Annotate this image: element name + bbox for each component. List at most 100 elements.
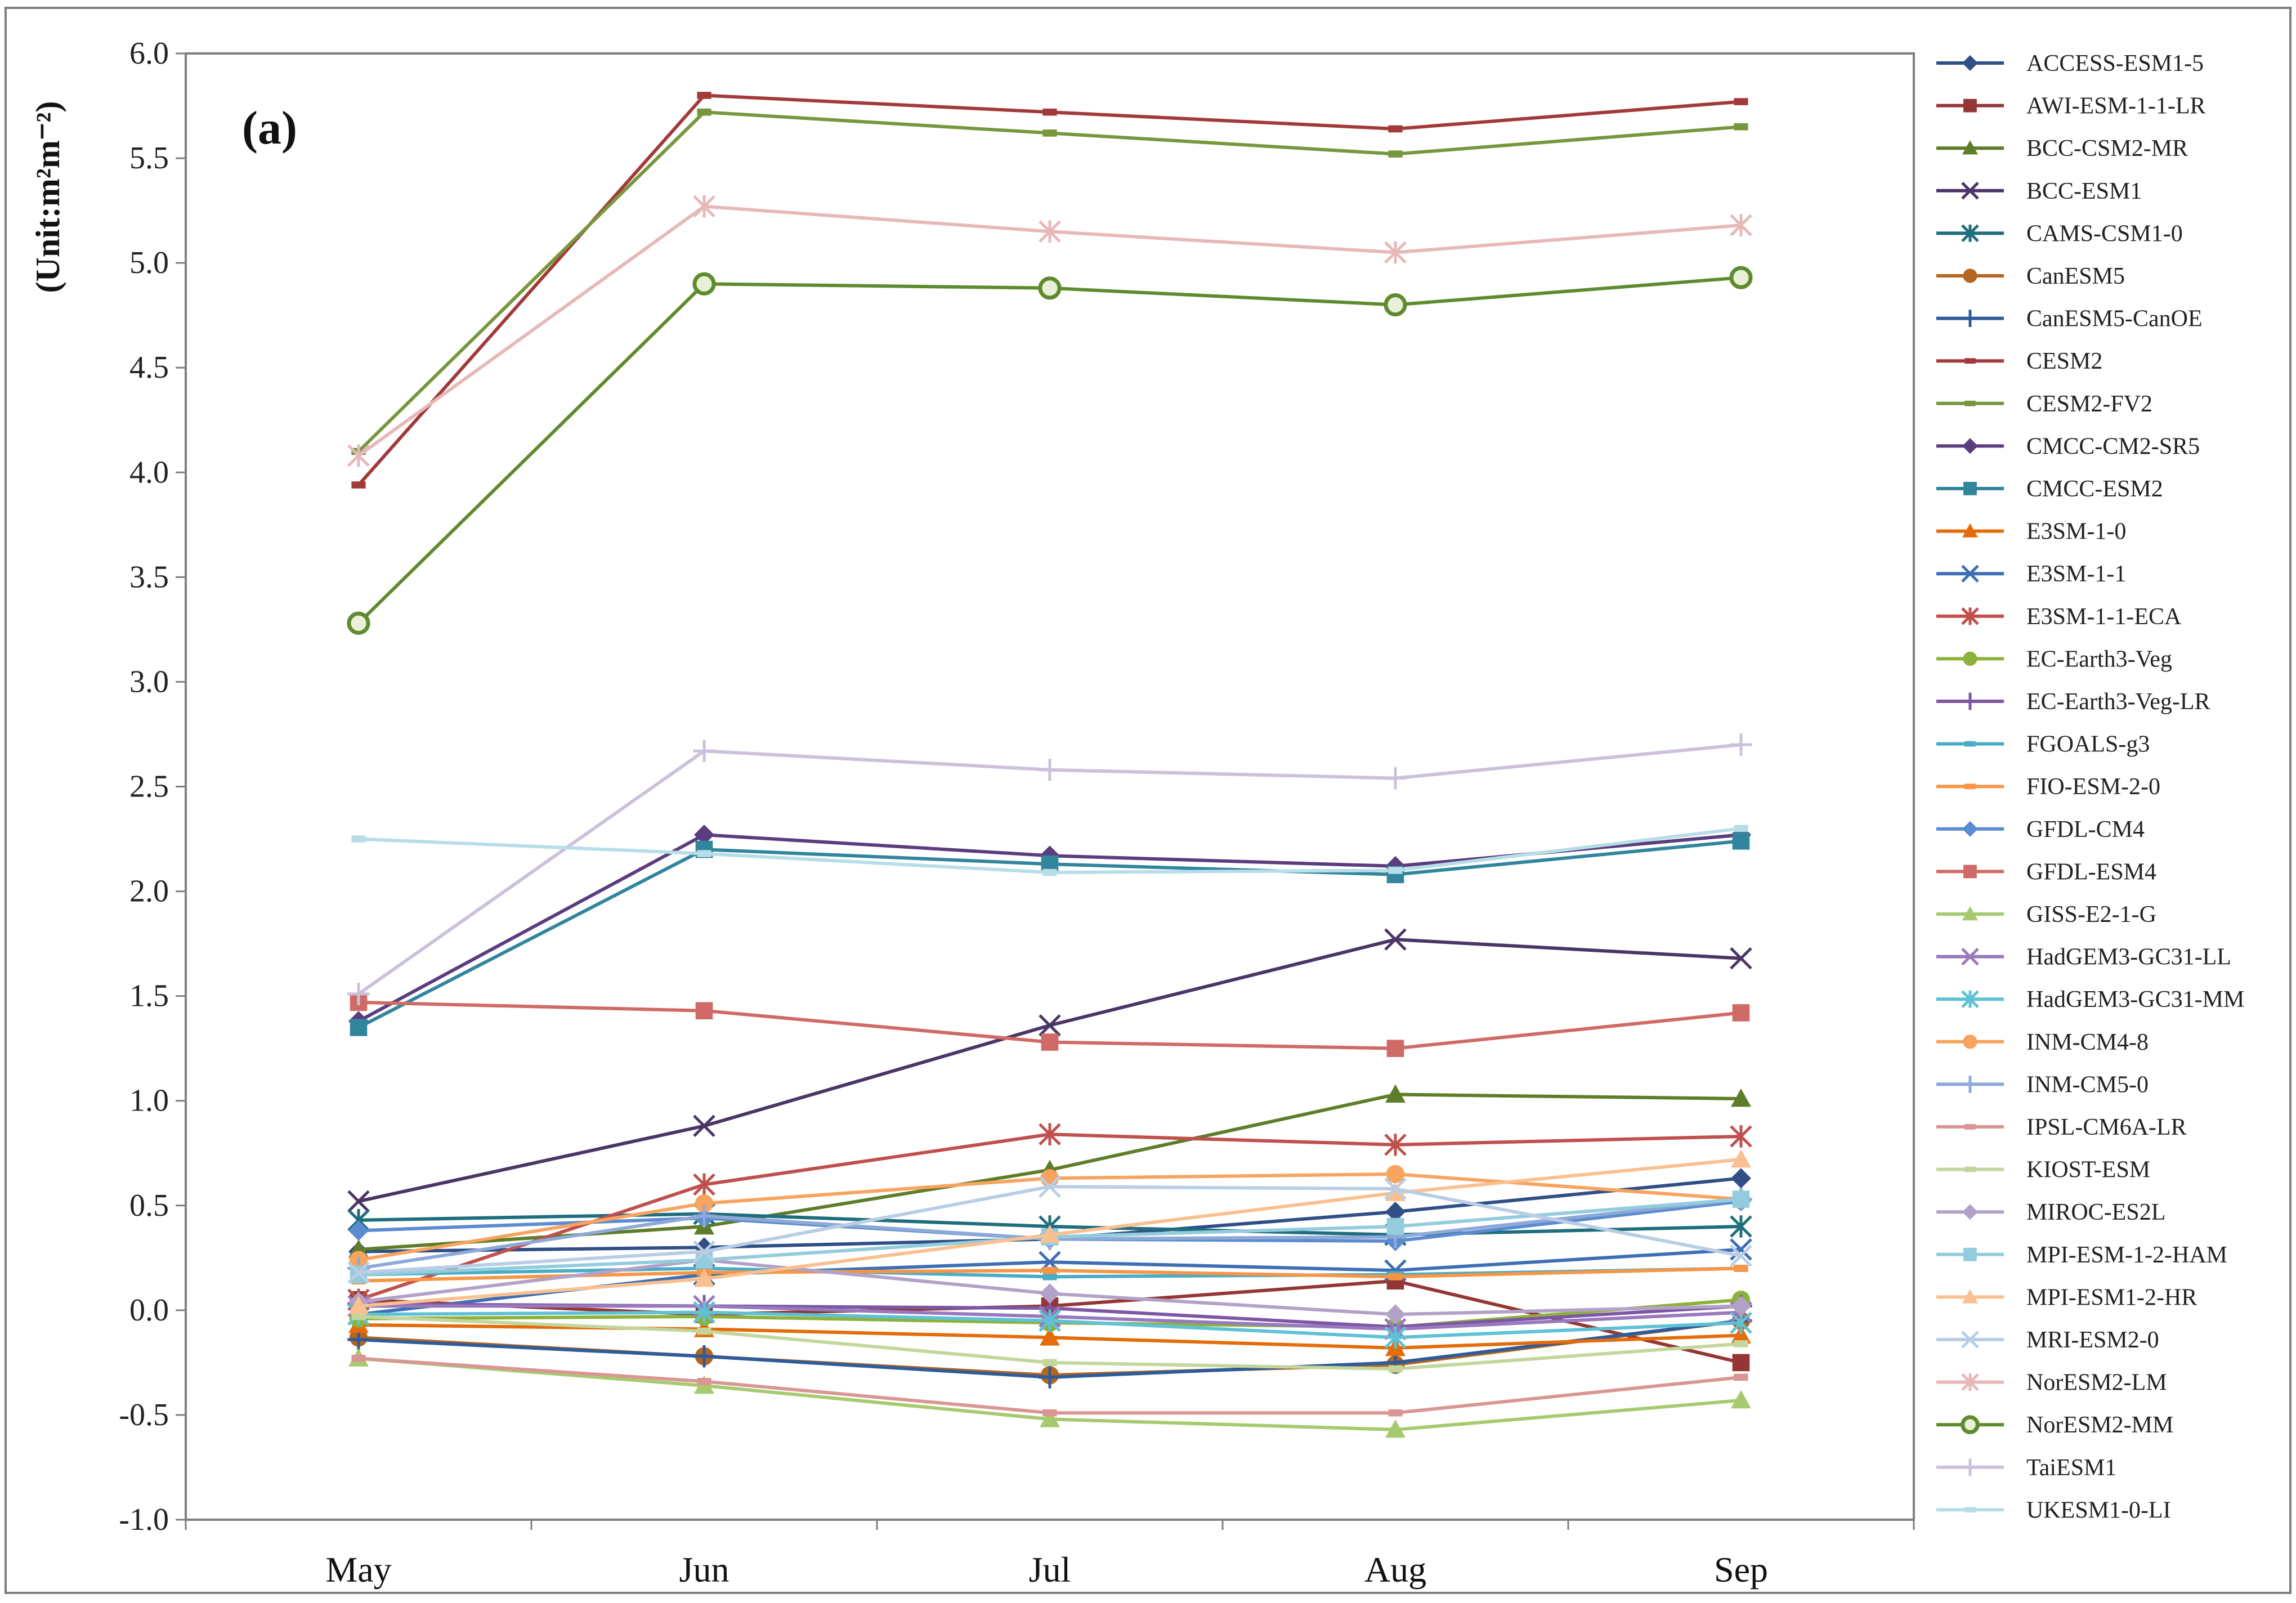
data-point <box>1039 220 1061 243</box>
data-point <box>1730 1125 1752 1148</box>
legend-label: E3SM-1-1-ECA <box>2026 604 2182 630</box>
data-point <box>693 1345 715 1368</box>
legend-entry: CMCC-CM2-SR5 <box>1936 433 2200 459</box>
legend-label: GFDL-CM4 <box>2026 817 2145 843</box>
legend-swatch-marker <box>1961 565 1979 583</box>
data-point <box>1731 1390 1751 1409</box>
data-point <box>1732 832 1750 850</box>
data-point <box>694 1269 714 1287</box>
data-point <box>693 1173 715 1196</box>
legend-label: NorESM2-MM <box>2026 1412 2173 1438</box>
legend-label: E3SM-1-1 <box>2026 561 2126 587</box>
data-point <box>1386 1217 1404 1235</box>
data-point <box>1040 1224 1060 1243</box>
data-point <box>351 1313 366 1320</box>
data-point <box>1388 1273 1403 1280</box>
figure-border <box>5 7 2291 1594</box>
data-point <box>1731 1149 1751 1168</box>
x-axis: May Jun Jul Aug Sep <box>185 1520 1915 1589</box>
data-point <box>1042 1266 1057 1274</box>
legend-entry: HadGEM3-GC31-LL <box>1936 944 2231 970</box>
data-point <box>693 1205 715 1228</box>
data-point <box>1730 733 1752 756</box>
legend-label: CMCC-CM2-SR5 <box>2026 433 2200 459</box>
data-point <box>1040 1327 1060 1346</box>
series-taiesm1 <box>347 733 1752 1005</box>
legend-label: FGOALS-g3 <box>2026 732 2150 758</box>
legend-swatch-marker <box>1961 607 1979 625</box>
data-point <box>1730 1215 1752 1238</box>
y-tick-label: 1.5 <box>129 979 169 1014</box>
legend-label: HadGEM3-GC31-LL <box>2026 944 2231 970</box>
data-point <box>1039 758 1061 781</box>
data-point <box>347 611 370 635</box>
legend-swatch-marker <box>1963 482 1977 495</box>
data-point <box>1734 825 1748 832</box>
data-point <box>1384 241 1407 264</box>
y-tick-label: 0.0 <box>129 1293 169 1328</box>
series-noresm2-mm <box>347 266 1753 635</box>
legend-entry: MIROC-ES2L <box>1936 1199 2165 1225</box>
y-tick-label: 4.0 <box>129 455 169 490</box>
data-point <box>1385 1183 1406 1201</box>
y-tick-label: 0.5 <box>129 1188 169 1223</box>
legend-entry: EC-Earth3-Veg-LR <box>1936 689 2210 715</box>
y-tick-label: 3.0 <box>129 664 169 699</box>
legend-label: ACCESS-ESM1-5 <box>2026 51 2204 77</box>
series-kiost-esm <box>351 1313 1748 1373</box>
y-tick-label: -0.5 <box>119 1398 169 1432</box>
series-gfdl-esm4 <box>350 993 1750 1057</box>
data-point <box>350 1019 368 1036</box>
legend-label: E3SM-1-0 <box>2026 519 2126 545</box>
legend-swatch-marker <box>1963 98 1977 113</box>
legend-entry: E3SM-1-0 <box>1936 519 2126 545</box>
data-point <box>1731 1296 1751 1317</box>
legend-entry: AWI-ESM-1-1-LR <box>1936 93 2206 119</box>
legend-swatch-marker <box>1963 268 1977 283</box>
legend-label: TaiESM1 <box>2026 1455 2116 1481</box>
data-point <box>693 1240 715 1263</box>
data-point <box>1734 123 1748 131</box>
legend-swatch-marker <box>1961 1415 1980 1434</box>
legend-label: INM-CM5-0 <box>2026 1072 2149 1098</box>
x-tick-label: Jun <box>679 1550 729 1589</box>
legend-swatch-marker <box>1964 1166 1976 1172</box>
data-point <box>1039 1175 1061 1198</box>
x-tick-label: Aug <box>1364 1550 1426 1589</box>
legend-swatch-marker <box>1962 438 1978 454</box>
legend-entry: CanESM5 <box>1936 263 2125 289</box>
data-point <box>1042 1409 1057 1417</box>
legend-swatch-marker <box>1962 906 1978 921</box>
legend-swatch-marker <box>1961 1458 1979 1476</box>
legend-swatch-marker <box>1961 1373 1979 1391</box>
data-point <box>1730 1238 1752 1261</box>
data-point <box>347 1261 370 1284</box>
data-point <box>1386 1040 1404 1057</box>
data-point <box>1384 767 1407 790</box>
data-point <box>695 1002 713 1019</box>
data-point <box>697 1378 711 1385</box>
data-point <box>1385 1304 1406 1325</box>
legend-entry: CESM2-FV2 <box>1936 391 2152 417</box>
data-point <box>1384 928 1407 951</box>
data-point <box>1734 98 1748 105</box>
data-point <box>350 1266 368 1283</box>
series-ipsl-cm6a-lr <box>351 1355 1748 1417</box>
legend-label: GFDL-ESM4 <box>2026 859 2156 885</box>
y-tick-label: -1.0 <box>119 1502 169 1537</box>
legend-label: CanESM5-CanOE <box>2026 306 2203 332</box>
panel-label: (a) <box>242 102 297 154</box>
legend-entry: INM-CM4-8 <box>1936 1029 2149 1055</box>
legend-entry: EC-Earth3-Veg <box>1936 646 2172 672</box>
legend-entry: IPSL-CM6A-LR <box>1936 1114 2187 1140</box>
data-point <box>697 850 711 857</box>
legend-swatch-marker <box>1964 741 1976 747</box>
legend-label: INM-CM4-8 <box>2026 1029 2149 1055</box>
legend-swatch-marker <box>1961 692 1979 710</box>
legend-label: EC-Earth3-Veg-LR <box>2026 689 2210 715</box>
data-point <box>695 1251 713 1269</box>
legend-swatch-marker <box>1962 1204 1978 1220</box>
legend-swatch-marker <box>1964 783 1976 790</box>
legend-swatch-marker <box>1961 947 1979 966</box>
